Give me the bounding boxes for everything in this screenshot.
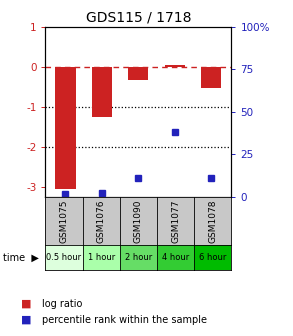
Text: GSM1078: GSM1078 [208,199,217,243]
Bar [55,67,76,188]
Bar [201,67,222,88]
Text: 6 hour: 6 hour [199,253,226,262]
Title: GDS115 / 1718: GDS115 / 1718 [86,10,191,24]
Text: time  ▶: time ▶ [3,253,39,263]
Bar [128,67,149,80]
Text: GSM1076: GSM1076 [97,199,106,243]
Text: log ratio: log ratio [42,299,83,309]
Text: ■: ■ [21,299,32,309]
Text: ■: ■ [21,315,32,325]
Bar [92,67,112,117]
Text: GSM1090: GSM1090 [134,199,143,243]
Text: GSM1077: GSM1077 [171,199,180,243]
Text: GSM1075: GSM1075 [59,199,69,243]
Text: percentile rank within the sample: percentile rank within the sample [42,315,207,325]
Text: 1 hour: 1 hour [88,253,115,262]
Bar [165,65,185,67]
Text: 4 hour: 4 hour [162,253,189,262]
Text: 2 hour: 2 hour [125,253,152,262]
Text: 0.5 hour: 0.5 hour [47,253,81,262]
